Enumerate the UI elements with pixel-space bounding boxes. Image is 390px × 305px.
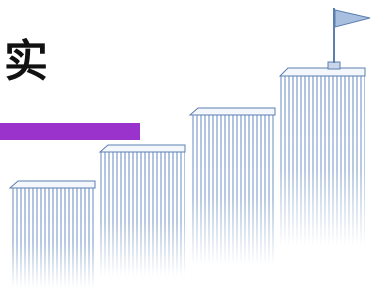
flag-base: [328, 62, 340, 69]
accent-bar: [0, 123, 140, 140]
illustration: 实: [0, 0, 390, 305]
flag: [328, 8, 370, 69]
block-top: [10, 181, 95, 188]
block-top: [280, 68, 365, 76]
block-face: [190, 115, 275, 265]
block-face: [10, 188, 95, 288]
block-steps: [10, 68, 365, 288]
block-top: [190, 108, 275, 115]
block-face: [280, 76, 365, 246]
flag-cloth: [335, 10, 370, 27]
block-top: [100, 145, 185, 152]
block-face: [100, 152, 185, 277]
heading-glyph: 实: [4, 36, 48, 87]
